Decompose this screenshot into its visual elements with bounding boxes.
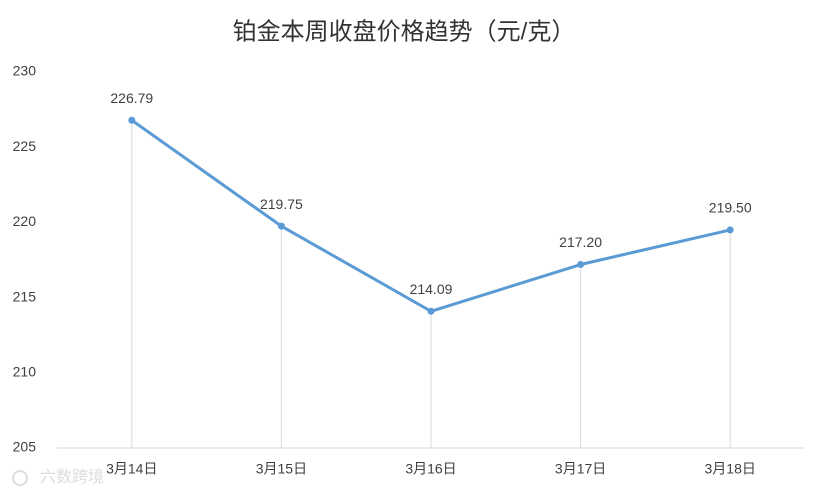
y-tick-label: 230 — [13, 63, 37, 79]
x-tick-label: 3月15日 — [256, 461, 307, 477]
watermark: 六数跨境 — [40, 467, 104, 486]
y-tick-label: 215 — [13, 288, 37, 304]
data-label: 214.09 — [410, 281, 453, 297]
x-tick-label: 3月14日 — [106, 461, 157, 477]
y-tick-label: 205 — [13, 439, 37, 455]
data-point — [277, 222, 285, 230]
data-point — [427, 307, 435, 315]
watermark-icon — [12, 470, 28, 486]
y-tick-label: 225 — [13, 138, 37, 154]
data-label: 219.50 — [709, 200, 752, 216]
chart-title: 铂金本周收盘价格趋势（元/克） — [233, 18, 576, 45]
data-point — [577, 261, 585, 269]
y-tick-label: 210 — [13, 364, 37, 380]
data-label: 219.75 — [260, 196, 303, 212]
data-label: 226.79 — [110, 90, 153, 106]
y-tick-label: 220 — [13, 213, 37, 229]
data-label: 217.20 — [559, 234, 602, 250]
x-tick-label: 3月18日 — [705, 461, 756, 477]
data-point — [128, 116, 136, 124]
x-tick-label: 3月17日 — [555, 461, 606, 477]
data-point — [726, 226, 734, 234]
x-tick-label: 3月16日 — [405, 461, 456, 477]
